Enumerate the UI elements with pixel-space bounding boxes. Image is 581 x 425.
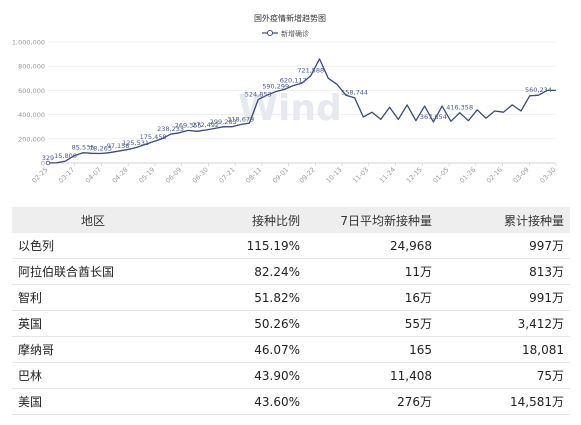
table-header-row: 地区 接种比例 7日平均新接种量 累计接种量 [12, 207, 570, 233]
x-tick-label: 02-25 [30, 166, 49, 185]
header-vaccination-ratio: 接种比例 [251, 213, 300, 228]
table-row: 以色列 115.19% 24,968 997万 [12, 233, 570, 259]
cell-region: 以色列 [12, 233, 174, 259]
cell-7day-avg: 24,968 [306, 233, 438, 259]
cell-ratio: 82.24% [174, 258, 306, 285]
y-tick-label: 400,000 [18, 111, 45, 119]
cell-ratio: 43.60% [174, 388, 306, 415]
table-row: 美国 43.60% 276万 14,581万 [12, 388, 570, 415]
x-tick-label: 10-13 [325, 166, 344, 185]
cell-ratio: 115.19% [174, 233, 306, 259]
vaccination-table: 地区 接种比例 7日平均新接种量 累计接种量 以色列 115.19% 24,96… [12, 207, 570, 415]
table-row: 阿拉伯联合酋长国 82.24% 11万 813万 [12, 258, 570, 285]
y-tick-label: 800,000 [18, 63, 45, 71]
cell-cumulative: 75万 [438, 362, 570, 389]
cell-cumulative: 991万 [438, 284, 570, 311]
cell-region: 智利 [12, 284, 174, 311]
data-label: 721,588 [297, 67, 324, 75]
x-tick-label: 09-01 [271, 166, 290, 185]
trend-chart: 国外疫情新增趋势图 新增确诊 Wind 0 200,000 400,000 600,000 8… [0, 0, 581, 196]
data-label: 299,283 [210, 118, 237, 126]
x-tick-label: 11-24 [378, 166, 397, 185]
cell-ratio: 46.07% [174, 336, 306, 363]
cell-7day-avg: 165 [306, 336, 438, 363]
data-label: 97,156 [107, 142, 130, 150]
chart-title: 国外疫情新增趋势图 [254, 13, 326, 23]
x-tick-label: 12-15 [405, 166, 424, 185]
y-tick-label: 600,000 [18, 87, 45, 95]
cell-cumulative: 14,581万 [438, 388, 570, 415]
x-tick-label: 03-30 [538, 166, 557, 185]
series-line [47, 58, 556, 164]
data-point [45, 160, 51, 166]
data-label: 558,744 [341, 89, 368, 97]
cell-7day-avg: 11万 [306, 258, 438, 285]
cell-region: 摩纳哥 [12, 336, 174, 363]
cell-7day-avg: 16万 [306, 284, 438, 311]
cell-cumulative: 18,081 [438, 336, 570, 363]
data-label: 590,299 [262, 83, 289, 91]
vaccination-table-container: 地区 接种比例 7日平均新接种量 累计接种量 以色列 115.19% 24,96… [12, 207, 570, 415]
table-row: 智利 51.82% 16万 991万 [12, 284, 570, 311]
x-tick-label: 07-21 [218, 166, 237, 185]
data-label: 367,654 [420, 113, 447, 121]
x-tick-label: 03-17 [57, 166, 76, 185]
y-tick-label: 1,000,000 [12, 39, 45, 47]
data-label: 238,233 [157, 125, 184, 133]
x-tick-label: 01-05 [431, 166, 450, 185]
data-label: 15,800 [54, 152, 77, 160]
x-tick-label: 11-03 [351, 166, 370, 185]
cell-7day-avg: 55万 [306, 310, 438, 337]
legend-label: 新增确诊 [281, 29, 309, 38]
x-tick-label: 08-11 [244, 166, 263, 185]
y-tick-label: 0 [41, 160, 45, 168]
legend-marker-icon [267, 30, 273, 36]
cell-cumulative: 813万 [438, 258, 570, 285]
data-label: 416,358 [446, 104, 473, 112]
x-tick-label: 06-30 [191, 166, 210, 185]
data-label: 329 [42, 154, 54, 162]
cell-ratio: 50.26% [174, 310, 306, 337]
data-label: 175,458 [140, 133, 167, 141]
cell-ratio: 43.90% [174, 362, 306, 389]
y-tick-label: 200,000 [18, 135, 45, 143]
cell-region: 阿拉伯联合酋长国 [12, 258, 174, 285]
data-label: 318,679 [227, 116, 254, 124]
x-tick-label: 06-09 [164, 166, 183, 185]
data-label: 524,853 [245, 91, 272, 99]
cell-cumulative: 997万 [438, 233, 570, 259]
data-label: 560,234 [525, 86, 552, 94]
cell-cumulative: 3,412万 [438, 310, 570, 337]
x-tick-label: 03-09 [512, 166, 531, 185]
data-label: 620,117 [280, 77, 307, 85]
x-tick-label: 04-28 [111, 166, 130, 185]
trend-chart-svg: 国外疫情新增趋势图新增确诊Wind0200,000400,000600,0008… [12, 13, 558, 185]
x-tick-label: 01-26 [458, 166, 477, 185]
cell-ratio: 51.82% [174, 284, 306, 311]
cell-region: 英国 [12, 310, 174, 337]
data-label: 272,492 [192, 121, 219, 129]
table-row: 英国 50.26% 55万 3,412万 [12, 310, 570, 337]
x-tick-label: 09-22 [298, 166, 317, 185]
header-region: 地区 [80, 213, 105, 228]
header-7day-avg: 7日平均新接种量 [340, 213, 432, 228]
data-label: 125,531 [122, 139, 149, 147]
header-cumulative: 累计接种量 [503, 213, 564, 228]
x-tick-label: 04-07 [84, 166, 103, 185]
data-label: 269,355 [175, 121, 202, 129]
table-row: 巴林 43.90% 11,408 75万 [12, 362, 570, 389]
cell-region: 巴林 [12, 362, 174, 389]
x-tick-label: 05-19 [137, 166, 156, 185]
cell-7day-avg: 276万 [306, 388, 438, 415]
cell-7day-avg: 11,408 [306, 362, 438, 389]
table-row: 摩纳哥 46.07% 165 18,081 [12, 336, 570, 363]
x-tick-label: 02-16 [485, 166, 504, 185]
cell-region: 美国 [12, 388, 174, 415]
data-label: 78,263 [89, 145, 112, 153]
data-label: 85,535 [72, 144, 95, 152]
